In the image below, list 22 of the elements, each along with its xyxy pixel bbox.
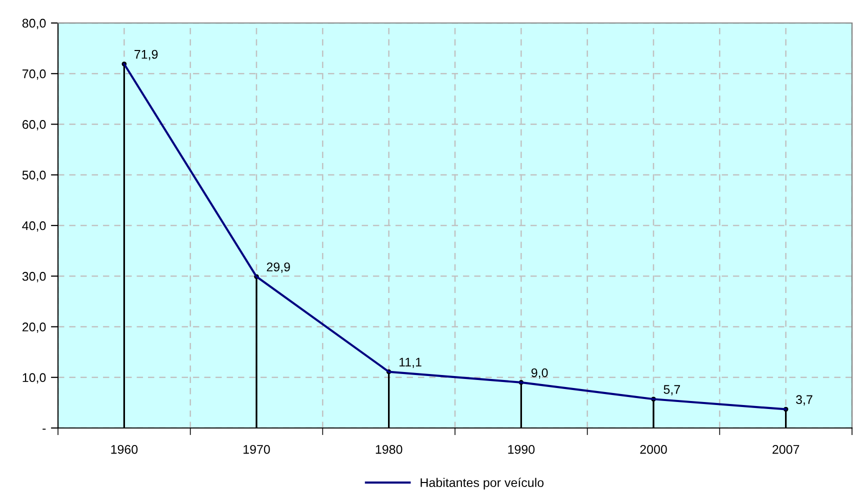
y-tick-label: 20,0 bbox=[22, 322, 46, 333]
data-label: 11,1 bbox=[400, 358, 422, 368]
legend-label: Habitantes por veículo bbox=[420, 478, 544, 490]
x-tick-label: 1960 bbox=[111, 444, 138, 454]
y-tick-label: 30,0 bbox=[22, 272, 46, 282]
x-tick-label: 1990 bbox=[508, 444, 535, 454]
x-tick-label: 2007 bbox=[772, 444, 800, 454]
y-tick-label: 10,0 bbox=[22, 373, 46, 384]
x-tick-label: 1970 bbox=[244, 444, 270, 454]
y-tick-label: 80,0 bbox=[22, 18, 46, 30]
data-label: 29,9 bbox=[266, 262, 290, 273]
data-label: 5,7 bbox=[664, 385, 680, 396]
y-tick-label: - bbox=[42, 428, 46, 430]
x-tick-label: 1980 bbox=[376, 444, 402, 454]
y-tick-label: 70,0 bbox=[22, 69, 46, 80]
data-label: 3,7 bbox=[796, 395, 812, 406]
x-tick-label: 2000 bbox=[640, 444, 667, 454]
data-label: 9,0 bbox=[531, 368, 548, 379]
y-tick-label: 40,0 bbox=[22, 221, 46, 232]
y-tick-label: 50,0 bbox=[22, 170, 46, 182]
y-tick-label: 60,0 bbox=[22, 120, 46, 130]
data-label: 71,9 bbox=[134, 50, 158, 60]
